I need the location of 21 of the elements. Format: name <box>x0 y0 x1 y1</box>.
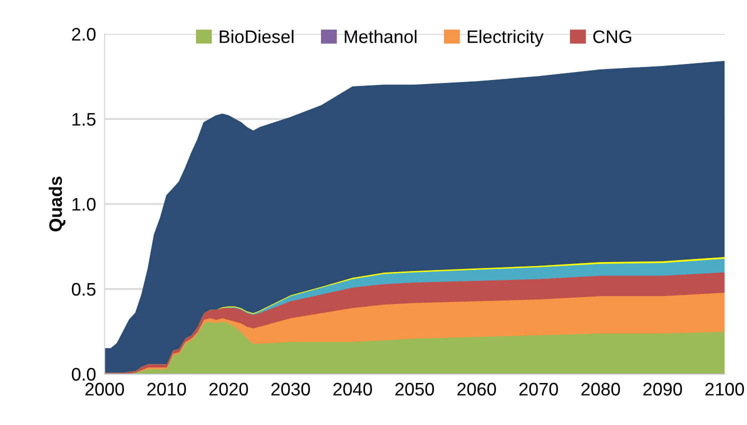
y-tick-label: 1.0 <box>72 198 96 211</box>
y-tick-label: 2.0 <box>72 28 96 41</box>
x-tick-label: 2070 <box>519 382 558 396</box>
x-tick-label: 2050 <box>395 382 434 396</box>
x-tick-label: 2010 <box>147 382 186 396</box>
y-tick-label: 1.5 <box>72 113 96 126</box>
legend-label: Methanol <box>344 30 416 44</box>
x-tick-label: 2020 <box>209 382 248 396</box>
x-tick-label: 2090 <box>643 382 682 396</box>
legend-label: BioDiesel <box>220 30 294 44</box>
y-axis-title: Quads <box>48 176 66 232</box>
legend-label: CNG <box>593 30 632 44</box>
y-tick-label: 0.5 <box>72 282 96 296</box>
x-tick-label: 2060 <box>457 382 496 396</box>
x-tick-label: 2000 <box>85 382 124 396</box>
legend-label: Electricity <box>468 30 544 47</box>
x-tick-label: 2080 <box>581 382 620 396</box>
x-tick-label: 2030 <box>271 382 310 396</box>
y-tick-label: 0.0 <box>72 368 96 381</box>
x-tick-label: 2100 <box>705 382 744 396</box>
x-tick-label: 2040 <box>333 382 372 396</box>
